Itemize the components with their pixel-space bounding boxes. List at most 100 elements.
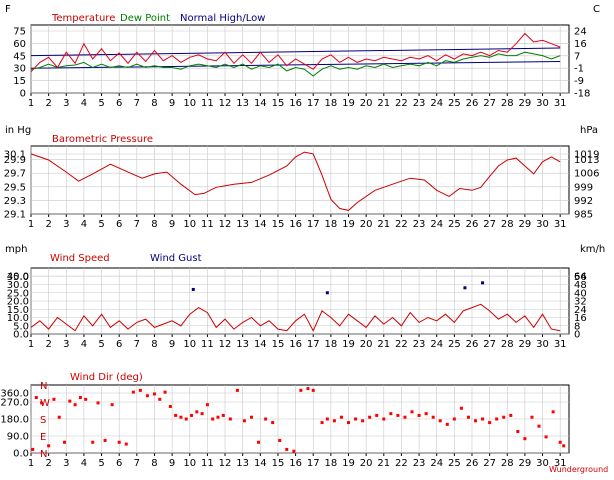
wind-dir-point: [530, 415, 534, 419]
press-ytick-left: 29.3: [4, 196, 26, 207]
wind-dir-point: [481, 417, 485, 421]
temp-xtick-label: 9: [169, 98, 175, 109]
temp-xtick-label: 20: [360, 98, 373, 109]
wind-dir-point: [509, 413, 513, 417]
dir-xtick-label: 20: [360, 458, 373, 469]
wind-dir-point: [361, 419, 365, 423]
press-xtick-label: 4: [81, 219, 87, 230]
wind-dir-point: [205, 403, 209, 407]
pressure-line: [30, 151, 561, 211]
wind-xtick-label: 7: [134, 339, 140, 350]
dir-xtick-label: 18: [325, 458, 338, 469]
press-xtick-label: 7: [134, 219, 140, 230]
wind-dir-point: [396, 413, 400, 417]
wind-ytick-left: 5.0: [13, 321, 29, 332]
wind-dir-point: [63, 440, 67, 444]
pressure-right-unit: hPa: [580, 125, 598, 136]
wind-xtick-label: 14: [254, 339, 267, 350]
press-xtick-label: 6: [116, 219, 122, 230]
wind-dir-point: [445, 422, 449, 426]
wind-xtick-label: 3: [63, 339, 69, 350]
dir-xtick-label: 28: [501, 458, 514, 469]
normal-low-line: [30, 61, 561, 69]
wind-dir-point: [124, 442, 128, 446]
temp-ytick-left: 45: [13, 51, 26, 62]
wind-dir-point: [292, 449, 296, 453]
wind-dir-point: [452, 417, 456, 421]
temp-xtick-label: 31: [554, 98, 567, 109]
legend-normal-high-low: Normal High/Low: [180, 13, 265, 24]
temperature-plot: 1 2 3 4 5 6 7 8 9 10 11 12 13 14 15 16 17 18 19 20 21 22 23 24 2…: [13, 24, 590, 109]
wind-dir-point: [459, 406, 463, 410]
temp-xtick-label: 30: [536, 98, 549, 109]
pressure-title: Barometric Pressure: [52, 134, 153, 145]
wind-dir-point: [216, 415, 220, 419]
wind-xtick-label: 23: [413, 339, 426, 350]
press-xtick-label: 9: [169, 219, 175, 230]
wind-xtick-label: 2: [45, 339, 51, 350]
wind-xtick-label: 9: [169, 339, 175, 350]
temp-xtick-label: 13: [236, 98, 249, 109]
wind-xtick-label: 27: [483, 339, 496, 350]
wind-dir-point: [278, 438, 282, 442]
dir-xtick-label: 12: [219, 458, 232, 469]
wind-ytick-right: 0: [574, 330, 580, 341]
wind-xtick-label: 18: [325, 339, 338, 350]
wind-dir-point: [375, 413, 379, 417]
wind-ytick-left: 15.0: [7, 305, 29, 316]
wind-dir-point: [495, 417, 499, 421]
press-xtick-label: 2: [45, 219, 51, 230]
press-ytick-left: 29.1: [4, 210, 26, 221]
wind-dir-point: [117, 440, 121, 444]
temp-xtick-label: 5: [98, 98, 104, 109]
temp-xtick-label: 10: [183, 98, 196, 109]
temp-frame: [30, 24, 570, 94]
wind-ytick-left: 40.0: [7, 272, 29, 283]
temp-xtick-label: 16: [289, 98, 302, 109]
wind-dir-point: [488, 421, 492, 425]
wind-dir-point: [311, 388, 315, 392]
wind-speed-line: [30, 303, 561, 332]
dir-xtick-label: 30: [536, 458, 549, 469]
wind-dir-point: [523, 437, 527, 441]
press-xtick-label: 29: [519, 219, 532, 230]
wind-xtick-label: 21: [377, 339, 390, 350]
temp-xtick-label: 23: [413, 98, 426, 109]
wind-dir-point: [228, 417, 232, 421]
wind-dir-point: [502, 415, 506, 419]
dir-ytick-left: 90.0: [7, 432, 29, 443]
press-xtick-label: 8: [151, 219, 157, 230]
dir-xtick-label: 24: [430, 458, 443, 469]
wind-dir-point: [271, 421, 275, 425]
press-xtick-label: 5: [98, 219, 104, 230]
dir-xtick-label: 15: [272, 458, 285, 469]
wind-dir-point: [544, 435, 548, 439]
press-xtick-label: 17: [307, 219, 320, 230]
wind-dir-point: [84, 397, 88, 401]
wind-dir-point: [264, 417, 268, 421]
wind-dir-point: [285, 447, 289, 451]
wind-dir-point: [91, 440, 95, 444]
wind-dir-point: [34, 396, 38, 400]
wind-dir-point: [31, 447, 35, 451]
press-xtick-label: 10: [183, 219, 196, 230]
wind-ytick-right: 16: [574, 313, 587, 324]
temp-ytick-right: -18: [574, 89, 590, 100]
wind-xtick-label: 1: [28, 339, 34, 350]
wind-dir-point: [73, 403, 77, 407]
press-xtick-label: 3: [63, 219, 69, 230]
temp-xtick-label: 6: [116, 98, 122, 109]
wind-dir-point: [474, 419, 478, 423]
press-ytick-right: 1006: [574, 169, 599, 180]
wind-dir-point: [537, 424, 541, 428]
wind-speed-plot: 1 2 3 4 5 6 7 8 9 10 11 12 13 14 15 16 17 18 19 20 21 22 23 24 2…: [7, 267, 587, 350]
press-xtick-label: 15: [272, 219, 285, 230]
wind-dir-point: [431, 415, 435, 419]
press-ytick-left: 30.1: [4, 150, 26, 161]
wind-gust-point: [463, 286, 467, 290]
dir-xtick-label: 31: [554, 458, 567, 469]
dir-ytick-left: 360.0: [0, 389, 29, 400]
